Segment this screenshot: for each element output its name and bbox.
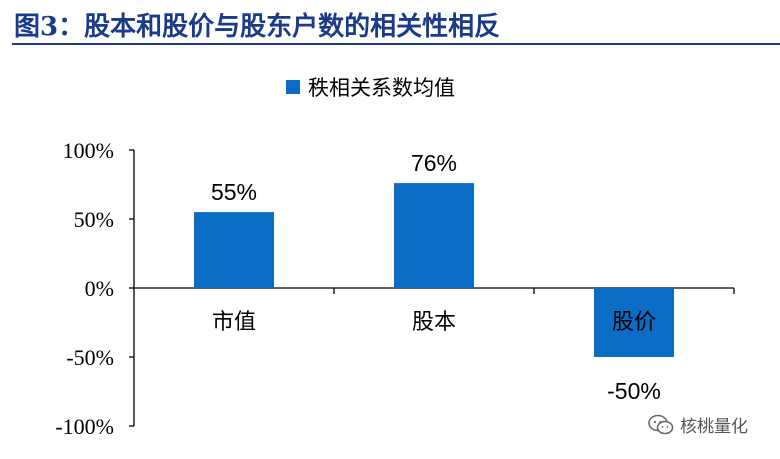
chart-legend: 秩相关系数均值 xyxy=(286,76,455,100)
bar xyxy=(394,183,474,288)
legend-label: 秩相关系数均值 xyxy=(308,76,455,100)
watermark-text: 核桃量化 xyxy=(680,417,748,437)
chart-labels: 55% 市值 76% 股本 -50% 股价 xyxy=(211,150,661,404)
data-label: 55% xyxy=(211,179,257,205)
bar xyxy=(194,212,274,288)
y-tick-label: 50% xyxy=(74,207,114,232)
y-tick-label: 100% xyxy=(63,138,114,163)
x-tick-label: 股价 xyxy=(612,310,656,335)
figure-title: 图3：股本和股价与股东户数的相关性相反 xyxy=(14,12,501,42)
legend-swatch xyxy=(286,80,300,94)
data-label: -50% xyxy=(607,378,661,404)
chart-bars xyxy=(194,183,674,357)
data-label: 76% xyxy=(411,150,457,176)
x-tick-label: 股本 xyxy=(412,310,456,335)
title-underline xyxy=(12,43,780,45)
y-tick-label: -50% xyxy=(66,345,114,370)
x-tick-label: 市值 xyxy=(212,310,256,335)
bar xyxy=(594,288,674,357)
wechat-icon xyxy=(648,414,674,436)
y-tick-label: -100% xyxy=(55,414,114,439)
y-tick-label: 0% xyxy=(85,276,114,301)
watermark: 核桃量化 xyxy=(648,412,748,437)
